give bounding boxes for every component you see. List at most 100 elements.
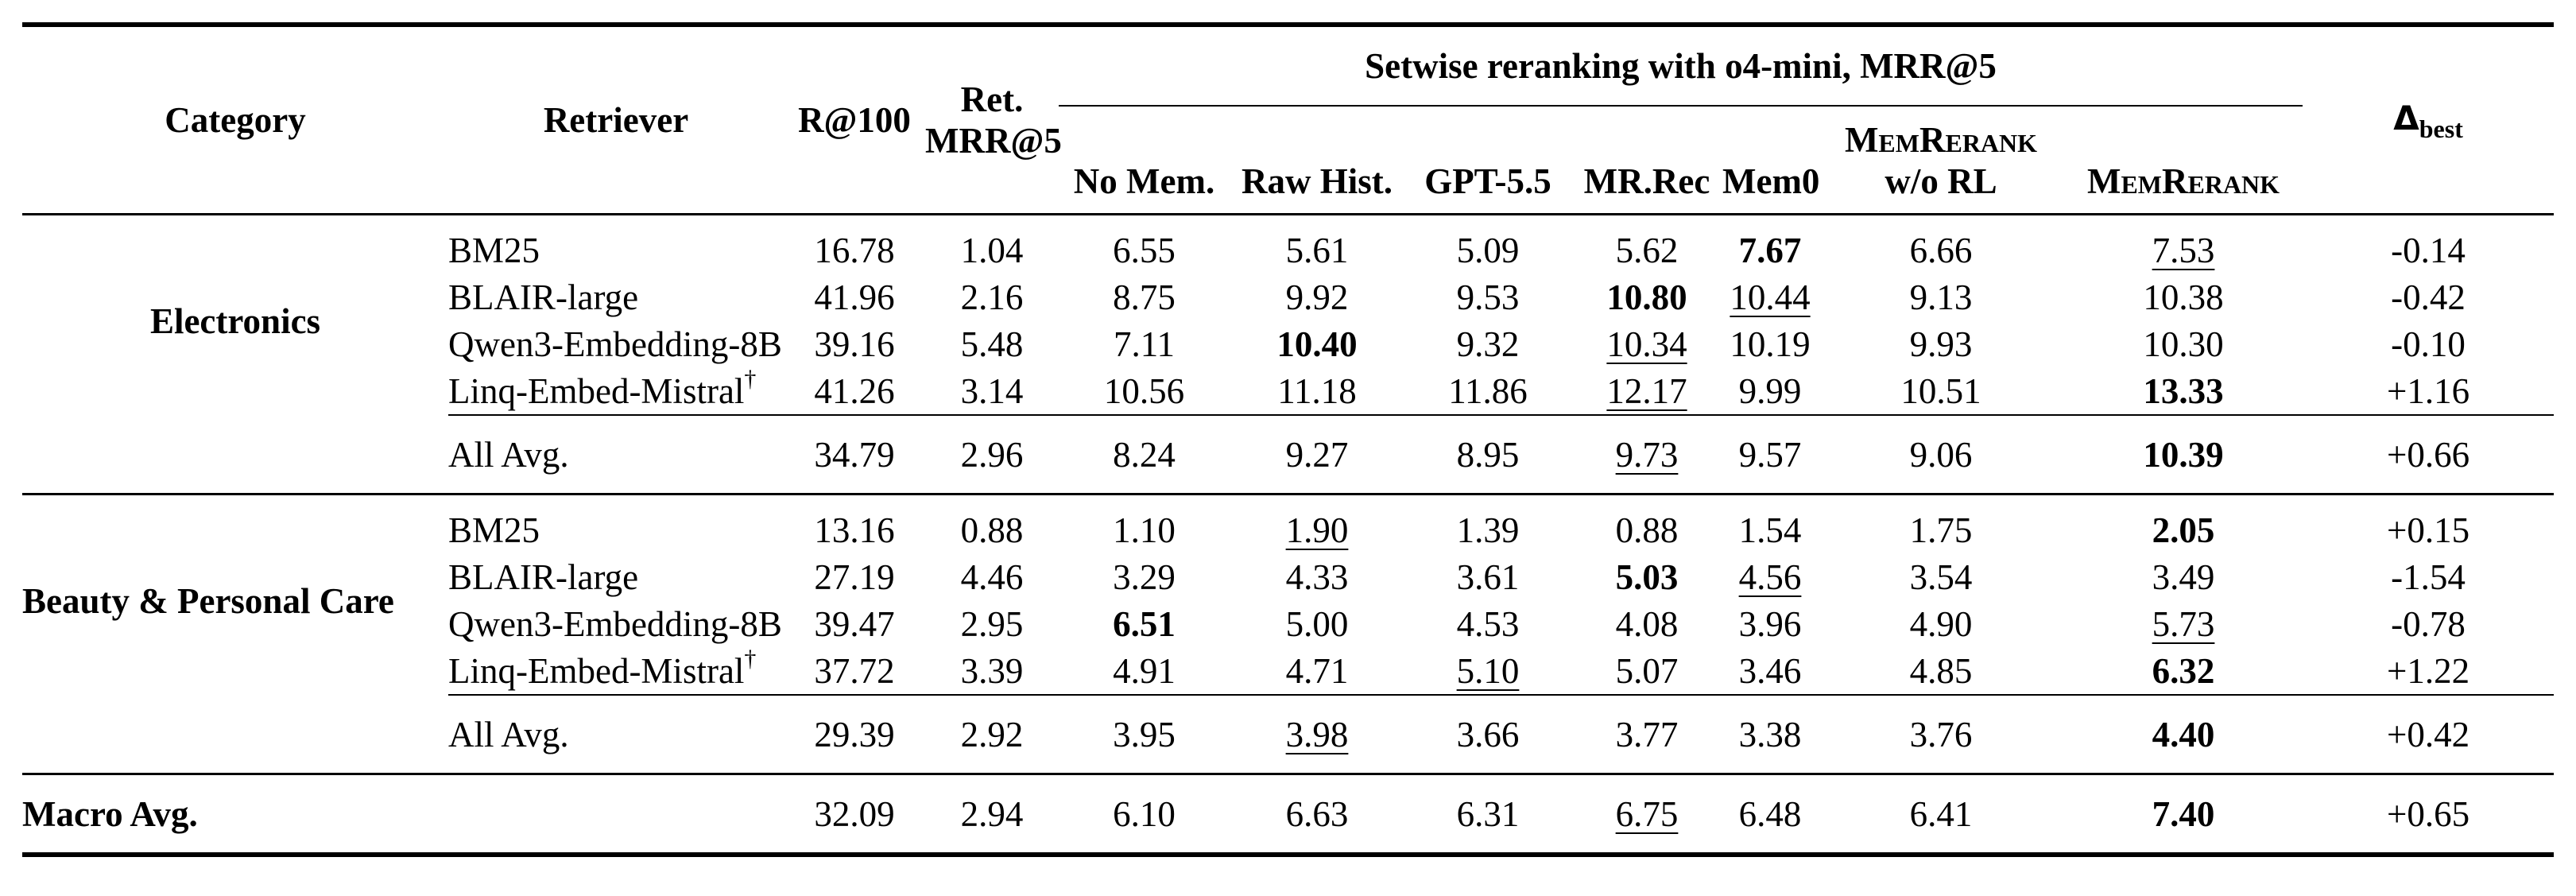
- cell-value: 1.04: [960, 230, 1024, 270]
- cell-value: 4.91: [1113, 650, 1176, 691]
- retriever-name: BLAIR-large: [448, 557, 639, 597]
- retriever-name: Linq-Embed-Mistral†: [448, 365, 757, 411]
- col-header-retriever: Retriever: [543, 100, 689, 140]
- table-row: Linq-Embed-Mistral† 37.72 3.39 4.91 4.71 5.1…: [22, 646, 2554, 695]
- cell-value: -1.54: [2391, 557, 2466, 597]
- cell-raw-hist: 5.00: [1230, 600, 1404, 647]
- cell-ret-mrr: 2.95: [925, 600, 1059, 647]
- cell-value: 4.85: [1909, 650, 1973, 691]
- cell-r100: 41.96: [784, 273, 925, 320]
- cell-value: 39.16: [814, 324, 895, 364]
- cell-ret-mrr: 5.48: [925, 320, 1059, 367]
- cell-value: 0.88: [1615, 510, 1679, 550]
- cell-value: 4.33: [1285, 557, 1349, 597]
- cell-value: 5.00: [1285, 603, 1349, 644]
- cell-gpt55: 5.09: [1404, 227, 1571, 273]
- cell-no-mem: 10.56: [1059, 367, 1230, 415]
- cell-value: 5.73: [2152, 603, 2215, 644]
- cell-no-mem: 8.24: [1059, 414, 1230, 495]
- cell-memrerank-worl: 3.76: [1818, 694, 2064, 774]
- cell-value: 39.47: [814, 603, 895, 644]
- table-row: BLAIR-large 41.96 2.16 8.75 9.92 9.53 10.80 10…: [22, 273, 2554, 320]
- col-header-r100: R@100: [798, 100, 911, 140]
- cell-value: 10.19: [1730, 324, 1811, 364]
- delta-subscript: best: [2419, 114, 2463, 143]
- cell-ret-mrr: 1.04: [925, 227, 1059, 273]
- cell-value: 4.53: [1456, 603, 1520, 644]
- cell-ret-mrr: 2.94: [925, 774, 1059, 855]
- cell-value: 4.90: [1909, 603, 1973, 644]
- cell-value: 11.86: [1448, 370, 1528, 411]
- cell-value: 2.05: [2152, 510, 2215, 550]
- cell-value: 27.19: [814, 557, 895, 597]
- category-label: Electronics: [149, 301, 321, 341]
- cell-r100: 37.72: [784, 647, 925, 695]
- cell-value: 3.96: [1738, 603, 1802, 644]
- cell-r100: 39.16: [784, 320, 925, 367]
- cell-mrrec: 4.08: [1571, 600, 1722, 647]
- cell-value: 7.67: [1738, 230, 1802, 270]
- memrerank-worl-line2: w/o RL: [1885, 161, 1997, 201]
- col-header-no-mem: No Mem.: [1073, 161, 1215, 201]
- cell-delta-best: +1.16: [2303, 367, 2554, 415]
- cell-value: 1.90: [1285, 510, 1349, 550]
- cell-raw-hist: 11.18: [1230, 367, 1404, 415]
- cell-value: 10.51: [1900, 370, 1981, 411]
- cell-r100: 29.39: [784, 694, 925, 774]
- cell-ret-mrr: 0.88: [925, 506, 1059, 553]
- cell-gpt55: 9.32: [1404, 320, 1571, 367]
- retriever-name: BM25: [448, 230, 540, 270]
- cell-value: 11.18: [1277, 370, 1357, 411]
- cell-value: 9.53: [1456, 277, 1520, 317]
- cell-value: 2.16: [960, 277, 1024, 317]
- cell-mrrec: 9.73: [1571, 414, 1722, 495]
- table-row: BLAIR-large 27.19 4.46 3.29 4.33 3.61 5.03 4.5…: [22, 553, 2554, 600]
- col-header-mem0: Mem0: [1722, 161, 1820, 201]
- cell-gpt55: 3.66: [1404, 694, 1571, 774]
- ret-mrr-line1: Ret.: [960, 80, 1024, 119]
- cell-value: +0.42: [2386, 714, 2470, 754]
- cell-value: 5.09: [1456, 230, 1520, 270]
- cell-value: 5.61: [1285, 230, 1349, 270]
- cell-mrrec: 5.03: [1571, 553, 1722, 600]
- cell-memrerank: 6.32: [2064, 647, 2303, 695]
- cell-no-mem: 6.10: [1059, 774, 1230, 855]
- cell-value: 2.96: [960, 434, 1024, 475]
- cell-memrerank-worl: 10.51: [1818, 367, 2064, 415]
- cell-value: 5.07: [1615, 650, 1679, 691]
- cell-no-mem: 1.10: [1059, 506, 1230, 553]
- col-header-category: Category: [165, 100, 306, 140]
- cell-delta-best: -0.10: [2303, 320, 2554, 367]
- col-header-ret-mrr: Ret. MRR@5: [925, 25, 1062, 215]
- cell-raw-hist: 9.92: [1230, 273, 1404, 320]
- cell-value: +0.65: [2386, 793, 2470, 834]
- col-header-gpt55: GPT-5.5: [1424, 161, 1551, 201]
- cell-mem0: 9.57: [1722, 414, 1818, 495]
- cell-value: 3.38: [1738, 714, 1802, 754]
- cell-value: 8.75: [1113, 277, 1176, 317]
- cell-raw-hist: 6.63: [1230, 774, 1404, 855]
- cell-memrerank-worl: 1.75: [1818, 506, 2064, 553]
- cell-value: 7.53: [2152, 230, 2215, 270]
- macro-label: Macro Avg.: [22, 793, 198, 834]
- cell-value: +1.16: [2386, 370, 2470, 411]
- cell-raw-hist: 1.90: [1230, 506, 1404, 553]
- cell-value: 5.62: [1615, 230, 1679, 270]
- cell-mrrec: 3.77: [1571, 694, 1722, 774]
- cell-mrrec: 6.75: [1571, 774, 1722, 855]
- cell-value: 1.39: [1456, 510, 1520, 550]
- col-group-setwise: Setwise reranking with o4-mini, MRR@5: [1059, 25, 2303, 107]
- cell-memrerank-worl: 9.06: [1818, 414, 2064, 495]
- results-table: Category Retriever R@100 Ret. MRR@5 Setw…: [22, 22, 2555, 857]
- header-row-2: No Mem. Raw Hist. GPT-5.5 MR.Rec Mem0 Me…: [22, 106, 2554, 215]
- retriever-name: Qwen3-Embedding-8B: [448, 324, 782, 364]
- cell-value: 9.13: [1909, 277, 1973, 317]
- cell-memrerank: 7.40: [2064, 774, 2303, 855]
- cell-memrerank-worl: 4.85: [1818, 647, 2064, 695]
- cell-value: 3.61: [1456, 557, 1520, 597]
- col-header-mrrec: MR.Rec: [1583, 161, 1710, 201]
- cell-r100: 16.78: [784, 227, 925, 273]
- cell-value: 10.30: [2143, 324, 2224, 364]
- avg-row: All Avg. 29.39 2.92 3.95 3.98 3.66 3.77 3.38 3.…: [22, 694, 2555, 774]
- avg-row: All Avg. 34.79 2.96 8.24 9.27 8.95 9.73 9.57 9.…: [22, 414, 2555, 495]
